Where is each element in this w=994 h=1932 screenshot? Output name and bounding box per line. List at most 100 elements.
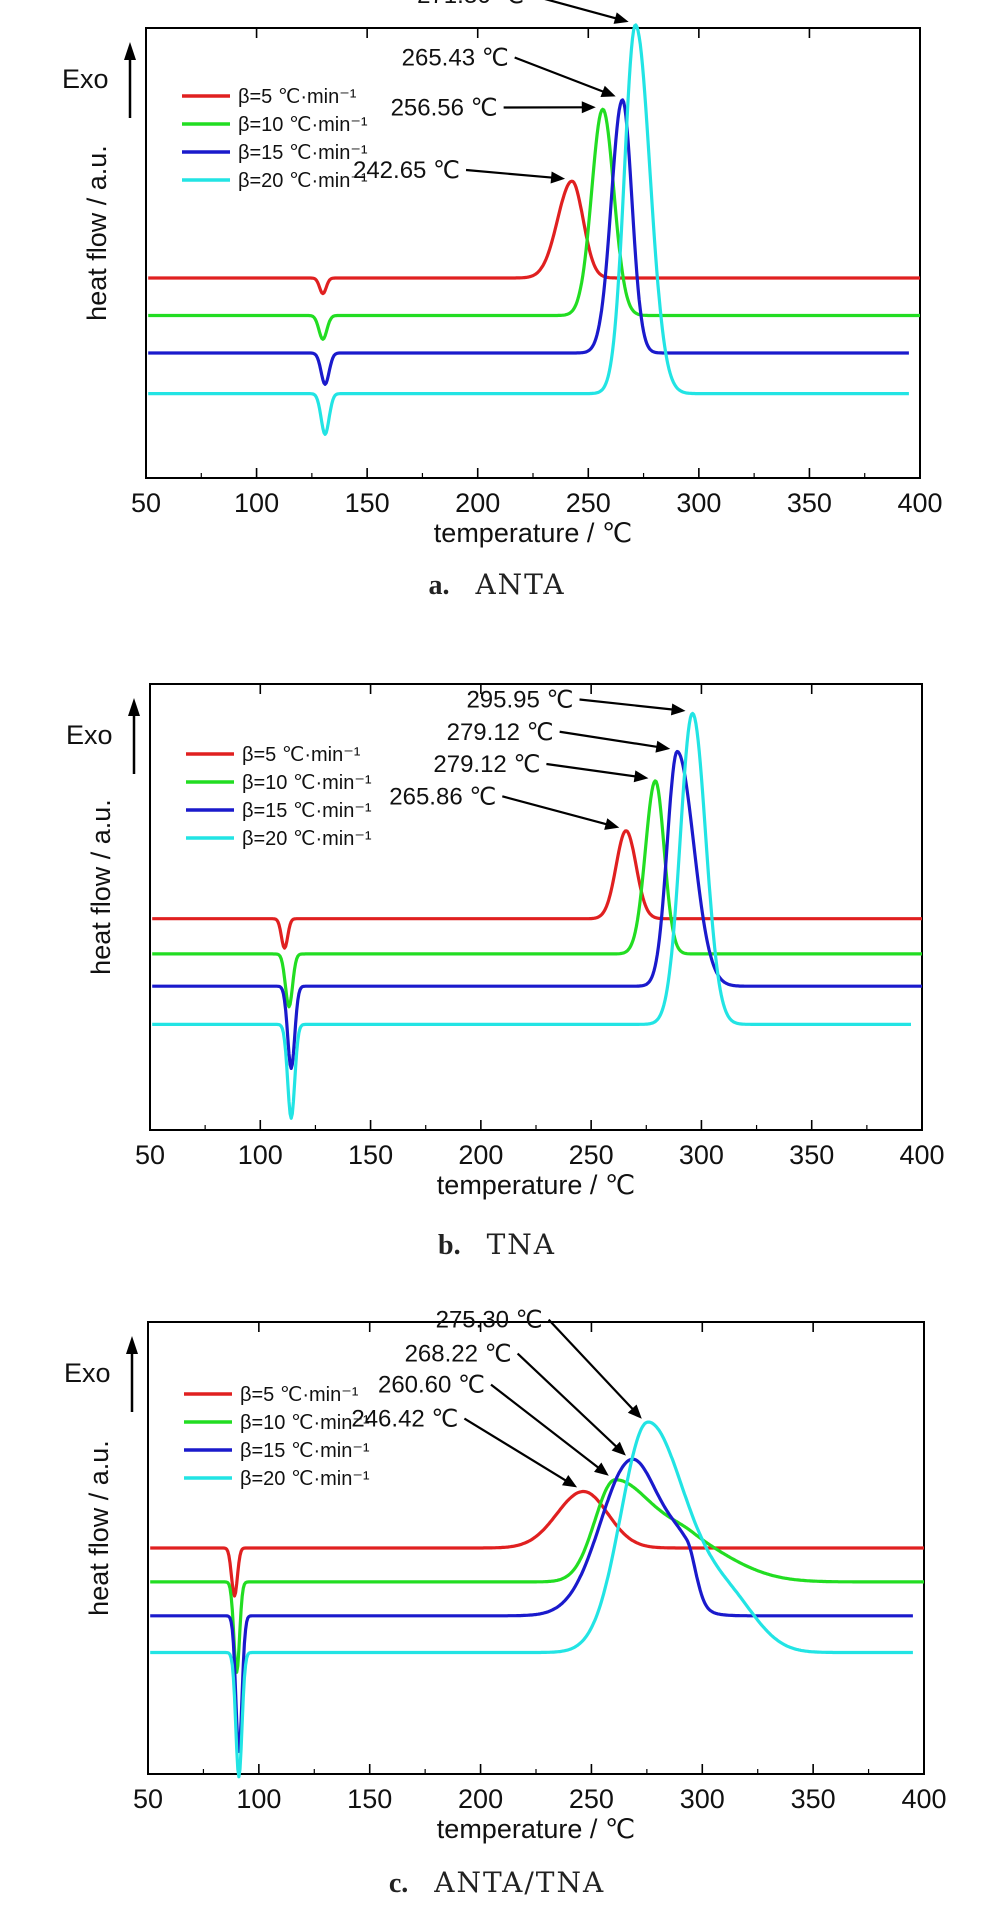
peak-arrow-head: [655, 740, 671, 753]
peak-arrow-head: [550, 171, 566, 184]
caption-a: a. ANTA: [0, 568, 994, 602]
series-line-3: [151, 749, 923, 1070]
peak-arrow: [559, 730, 659, 749]
x-tick-label: 300: [676, 488, 721, 518]
peak-arrow: [465, 168, 554, 179]
x-tick-label: 350: [787, 488, 832, 518]
dsc-chart-tna: 50 100 150 200 250 300 350 400 temperature / ℃ he…: [66, 683, 945, 1200]
x-tick-label: 50: [131, 488, 161, 518]
peak-arrow-head: [600, 85, 616, 97]
legend-entry: β=10 ℃·min⁻¹: [240, 1412, 370, 1434]
peak-arrow-head: [613, 12, 629, 24]
peak-arrow: [490, 1383, 600, 1470]
dsc-chart-anta: 50 100 150 200 250 300 350 400 temperature / ℃ he…: [62, 0, 943, 548]
series-line-3: [149, 1457, 914, 1753]
peak-label: 279.12 ℃: [433, 751, 540, 778]
peak-label: 271.36 ℃: [417, 0, 524, 9]
legend-entry: β=10 ℃·min⁻¹: [242, 772, 372, 794]
x-tick-label: 250: [569, 1140, 614, 1170]
x-tick-label: 300: [680, 1784, 725, 1814]
y-axis-label: heat flow / a.u.: [82, 145, 112, 321]
x-tick-label: 350: [789, 1140, 834, 1170]
x-tick-label: 100: [236, 1784, 281, 1814]
x-tick-label: 50: [135, 1140, 165, 1170]
series-line-4: [151, 711, 912, 1120]
peak-arrow-head: [633, 770, 649, 783]
peak-arrow-head: [670, 703, 686, 716]
peak-label: 275.30 ℃: [436, 1307, 543, 1334]
peak-arrow-head: [604, 818, 620, 830]
caption-letter: c.: [388, 1868, 409, 1899]
peak-label: 256.56 ℃: [391, 95, 498, 122]
peak-arrow: [516, 1352, 618, 1449]
x-axis-label: temperature / ℃: [437, 1814, 635, 1844]
peak-label: 246.42 ℃: [351, 1406, 458, 1433]
y-axis-label: heat flow / a.u.: [86, 799, 116, 975]
legend-entry: β=5 ℃·min⁻¹: [238, 86, 357, 108]
panel-b: 50 100 150 200 250 300 350 400 temperature / ℃ he…: [0, 660, 994, 1280]
legend-entry: β=20 ℃·min⁻¹: [238, 170, 368, 192]
caption-c: c. ANTA/TNA: [0, 1866, 994, 1900]
peak-arrow: [546, 762, 637, 778]
exo-arrow-head: [124, 42, 136, 60]
x-tick-label: 50: [133, 1784, 163, 1814]
series-line-4: [149, 1420, 914, 1779]
legend-entry: β=15 ℃·min⁻¹: [242, 800, 372, 822]
caption-text: TNA: [486, 1228, 556, 1261]
series-line-1: [151, 829, 923, 950]
x-tick-label: 300: [679, 1140, 724, 1170]
x-axis-label: temperature / ℃: [434, 518, 632, 548]
panel-a: 50 100 150 200 250 300 350 400 temperature / ℃ he…: [0, 0, 994, 620]
legend-entry: β=15 ℃·min⁻¹: [240, 1440, 370, 1462]
legend-entry: β=20 ℃·min⁻¹: [240, 1468, 370, 1490]
peak-label: 295.95 ℃: [466, 686, 573, 713]
x-tick-label: 400: [899, 1140, 944, 1170]
legend-entry: β=5 ℃·min⁻¹: [242, 744, 361, 766]
peak-arrow: [502, 795, 608, 826]
x-axis-label: temperature / ℃: [437, 1170, 635, 1200]
peak-arrow-head: [627, 1404, 642, 1419]
exo-label: Exo: [66, 720, 113, 750]
exo-arrow-head: [126, 1336, 138, 1354]
panel-c: 50 100 150 200 250 300 350 400 temperature / ℃ he…: [0, 1300, 994, 1932]
peak-arrow-head: [562, 1474, 578, 1488]
series-line-2: [149, 1478, 925, 1674]
series-line-2: [147, 107, 921, 341]
peak-arrow: [547, 1318, 635, 1411]
y-axis-label: heat flow / a.u.: [84, 1440, 114, 1616]
caption-text: ANTA: [475, 568, 566, 601]
x-tick-label: 150: [348, 1140, 393, 1170]
x-tick-label: 400: [897, 488, 942, 518]
caption-b: b. TNA: [0, 1228, 994, 1262]
series-line-4: [147, 23, 910, 436]
peak-arrow: [514, 56, 605, 94]
x-tick-label: 350: [791, 1784, 836, 1814]
x-tick-label: 250: [569, 1784, 614, 1814]
x-tick-label: 150: [347, 1784, 392, 1814]
x-tick-label: 200: [458, 1784, 503, 1814]
peak-label: 265.86 ℃: [389, 783, 496, 810]
peak-label: 260.60 ℃: [378, 1372, 485, 1399]
legend-entry: β=5 ℃·min⁻¹: [240, 1384, 359, 1406]
x-tick-label: 150: [345, 488, 390, 518]
dsc-chart-anta-tna: 50 100 150 200 250 300 350 400 temperature / ℃ he…: [64, 1307, 947, 1844]
caption-letter: b.: [438, 1230, 461, 1261]
x-tick-label: 250: [566, 488, 611, 518]
peak-label: 279.12 ℃: [447, 719, 554, 746]
peak-arrow-head: [581, 101, 596, 114]
exo-arrow-head: [128, 698, 140, 716]
legend-entry: β=10 ℃·min⁻¹: [238, 114, 368, 136]
legend-entry: β=15 ℃·min⁻¹: [238, 142, 368, 164]
series-line-2: [151, 779, 923, 1009]
x-tick-label: 100: [238, 1140, 283, 1170]
series-line-1: [149, 1489, 925, 1598]
peak-arrow-head: [611, 1441, 626, 1456]
exo-label: Exo: [64, 1358, 111, 1388]
series-line-3: [147, 98, 910, 386]
legend-entry: β=20 ℃·min⁻¹: [242, 828, 372, 850]
peak-arrow-head: [594, 1462, 609, 1476]
peak-arrow: [463, 1417, 568, 1483]
x-tick-label: 200: [455, 488, 500, 518]
peak-label: 268.22 ℃: [405, 1341, 512, 1368]
x-tick-label: 100: [234, 488, 279, 518]
